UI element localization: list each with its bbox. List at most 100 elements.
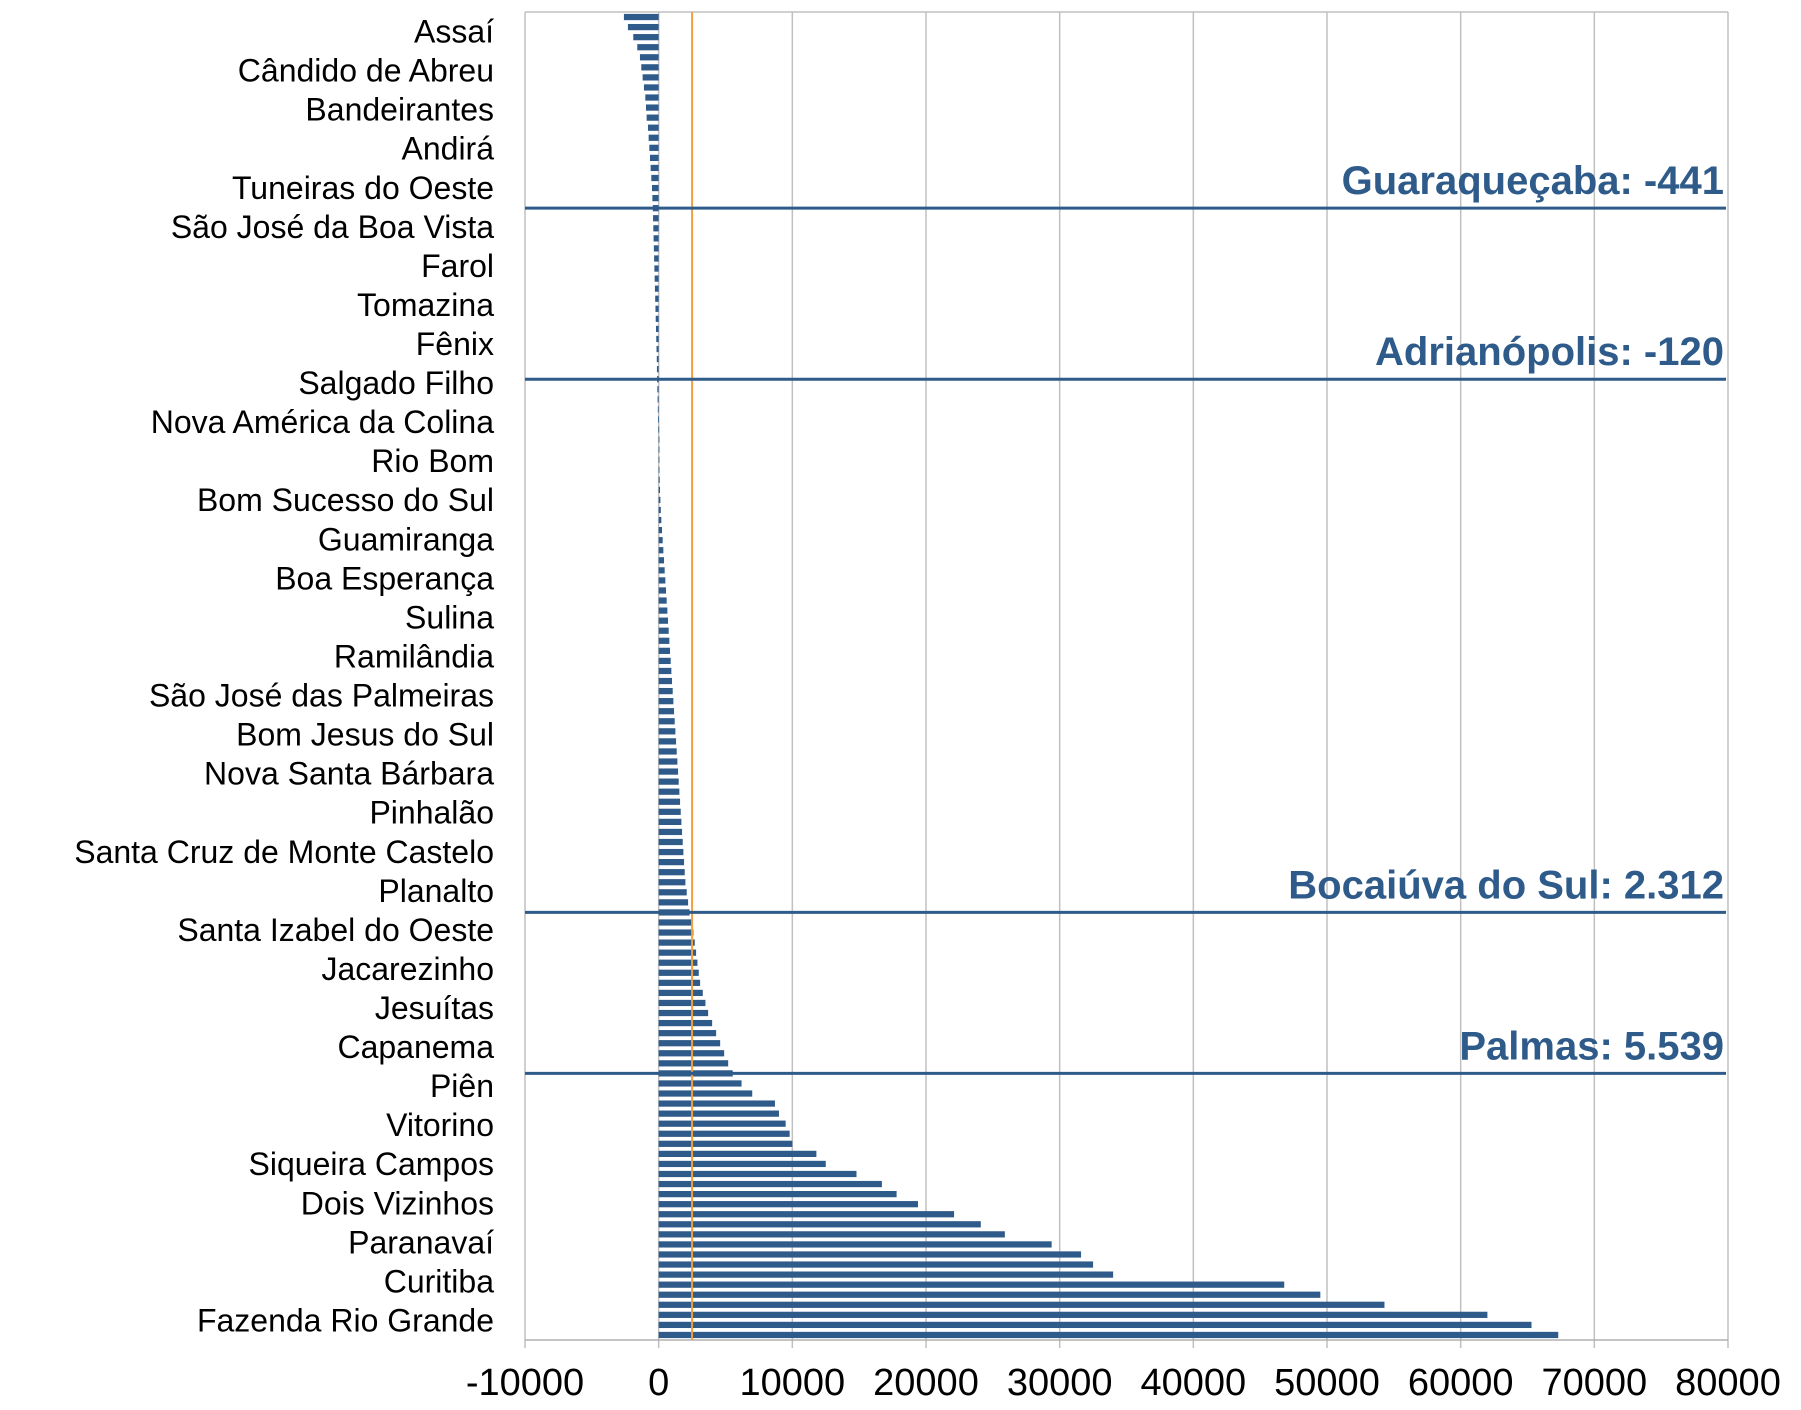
x-tick-label: 10000 — [739, 1362, 845, 1404]
bar — [658, 728, 676, 735]
bar — [658, 788, 680, 795]
category-label: Nova Santa Bárbara — [204, 756, 494, 792]
bar — [658, 949, 697, 956]
bar — [653, 235, 659, 242]
bar — [656, 366, 659, 373]
bar — [658, 748, 677, 755]
bar — [654, 275, 659, 282]
bar — [658, 1030, 717, 1037]
bar — [641, 64, 659, 71]
bar — [658, 778, 679, 785]
bar — [658, 1130, 790, 1137]
category-label: Nova América da Colina — [151, 404, 494, 440]
x-tick-label: 60000 — [1408, 1362, 1514, 1404]
bar — [658, 919, 692, 926]
category-label: Sulina — [405, 599, 494, 635]
bar — [658, 808, 681, 815]
bar — [658, 828, 683, 836]
category-label: Guamiranga — [318, 521, 494, 557]
bar — [658, 647, 671, 654]
bar — [658, 597, 667, 604]
bar — [658, 999, 706, 1007]
bar — [658, 738, 677, 745]
bar — [658, 1009, 709, 1017]
bar — [658, 838, 683, 846]
bar — [658, 1180, 882, 1188]
bar — [651, 174, 659, 182]
category-label: Tuneiras do Oeste — [232, 170, 494, 206]
category-label: Siqueira Campos — [249, 1146, 494, 1182]
bar — [658, 516, 662, 524]
bar — [658, 1271, 1114, 1278]
bar — [658, 476, 660, 483]
bar — [648, 134, 659, 141]
category-label: Assaí — [414, 14, 494, 50]
bar — [653, 245, 659, 252]
bar — [658, 1301, 1385, 1308]
annotation-label: Bocaiúva do Sul: 2.312 — [1288, 863, 1724, 907]
category-label: Dois Vizinhos — [301, 1185, 494, 1221]
annotation-label: Palmas: 5.539 — [1459, 1024, 1724, 1068]
bar — [623, 13, 659, 21]
bar — [658, 1321, 1532, 1329]
bar — [658, 959, 698, 966]
bar — [658, 607, 668, 614]
bar — [658, 889, 687, 896]
bar — [656, 355, 659, 363]
bar — [658, 1261, 1094, 1268]
x-tick-label: 30000 — [1007, 1362, 1113, 1404]
bar — [658, 466, 660, 473]
bar — [658, 1140, 793, 1147]
bar — [645, 104, 659, 111]
bar — [658, 698, 674, 705]
bar — [658, 557, 665, 564]
category-label: Tomazina — [357, 287, 494, 323]
bar — [627, 23, 659, 31]
bar — [658, 758, 678, 765]
bar — [658, 1100, 775, 1107]
category-label: Bandeirantes — [305, 92, 494, 128]
bar — [658, 667, 672, 675]
bar — [658, 416, 659, 423]
bar — [658, 859, 685, 866]
bar — [642, 74, 659, 81]
bar — [655, 295, 659, 302]
bar — [658, 818, 682, 825]
x-tick-label: 80000 — [1675, 1362, 1781, 1404]
bar — [655, 325, 659, 333]
category-label: Pinhalão — [369, 795, 494, 831]
bar — [658, 1201, 918, 1208]
gridlines — [524, 11, 1729, 1348]
category-label: São José da Boa Vista — [171, 209, 494, 245]
bar — [657, 386, 659, 393]
category-label: Fênix — [416, 326, 494, 362]
bar — [658, 1110, 779, 1117]
bar — [658, 1191, 897, 1198]
bar — [658, 899, 689, 906]
bar — [658, 1019, 713, 1027]
category-label: Boa Esperança — [275, 560, 494, 596]
bar — [658, 436, 660, 443]
bar — [654, 265, 659, 272]
bar — [650, 164, 659, 172]
bar — [658, 496, 661, 504]
x-tick-label: 70000 — [1541, 1362, 1647, 1404]
bar — [645, 94, 659, 101]
bars — [623, 13, 1559, 1339]
bar — [658, 687, 673, 695]
bar — [658, 456, 660, 463]
category-label: Jesuítas — [375, 990, 494, 1026]
bar — [653, 215, 659, 222]
bar — [643, 84, 659, 91]
x-axis-ticks: -10000 0 10000 20000 30000 40000 50000 60000 700… — [466, 1362, 1781, 1404]
x-tick-label: 0 — [648, 1362, 669, 1404]
bar — [657, 396, 659, 403]
bar — [658, 527, 663, 534]
bar — [658, 1120, 786, 1127]
category-label: São José das Palmeiras — [149, 678, 494, 714]
category-label: Vitorino — [386, 1107, 494, 1143]
bar — [658, 929, 694, 936]
bar — [658, 1221, 981, 1228]
